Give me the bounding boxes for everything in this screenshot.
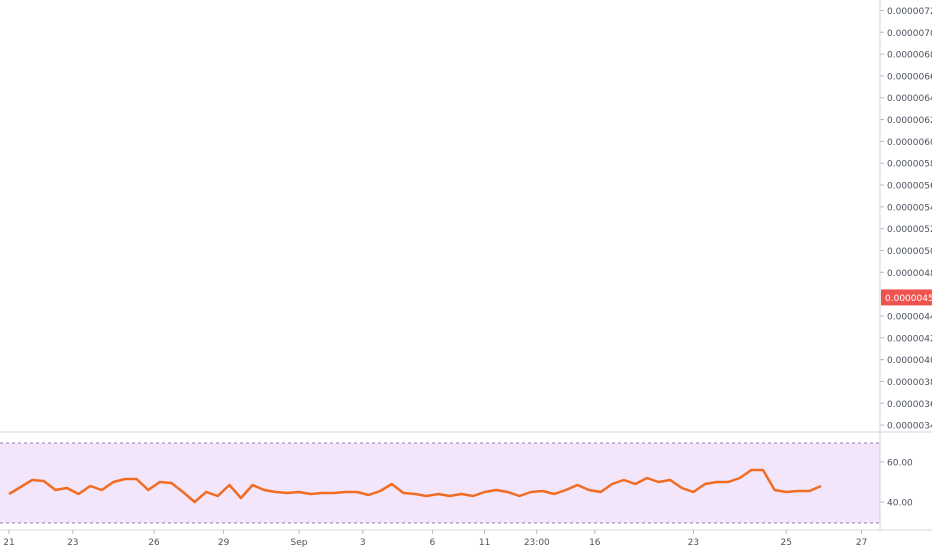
last-price-badge — [881, 289, 932, 306]
last-price-label: 0.00000457 — [885, 294, 932, 304]
time-tick-label: 23:00 — [524, 538, 550, 548]
rsi-tick-label: 60.00 — [887, 459, 913, 469]
price-tick-label: 0.00000680 — [887, 51, 932, 61]
time-tick-label: Sep — [291, 538, 308, 548]
price-pane[interactable] — [0, 0, 880, 431]
time-tick-label: 29 — [218, 538, 230, 548]
price-tick-label: 0.00000700 — [887, 29, 932, 39]
time-tick-label: 21 — [3, 538, 14, 548]
price-tick-label: 0.00000540 — [887, 203, 932, 213]
time-tick-label: 27 — [856, 538, 867, 548]
time-tick-label: 25 — [780, 538, 791, 548]
rsi-tick-label: 40.00 — [887, 499, 913, 509]
price-tick-label: 0.00000360 — [887, 400, 932, 410]
time-axis[interactable]: 21 23 26 29 Sep 3 6 11 23:00 16 23 25 27 — [3, 530, 867, 548]
time-tick-label: 26 — [148, 538, 160, 548]
price-tick-label: 0.00000640 — [887, 94, 932, 104]
price-tick-label: 0.00000620 — [887, 116, 932, 126]
price-tick-label: 0.00000440 — [887, 312, 932, 322]
time-tick-label: 6 — [430, 538, 436, 548]
time-tick-label: 23 — [67, 538, 78, 548]
rsi-line — [8, 468, 822, 504]
price-tick-label: 0.00000420 — [887, 334, 932, 344]
price-tick-label: 0.00000520 — [887, 225, 932, 235]
rsi-pane[interactable]: 60.00 40.00 — [0, 442, 913, 524]
price-tick-label: 0.00000400 — [887, 356, 932, 366]
price-pane-bg — [0, 0, 880, 431]
time-tick-label: 11 — [479, 538, 490, 548]
rsi-band — [0, 443, 880, 523]
time-tick-label: 3 — [360, 538, 366, 548]
time-tick-label: 16 — [589, 538, 601, 548]
price-tick-label: 0.00000580 — [887, 160, 932, 170]
price-tick-label: 0.00000500 — [887, 247, 932, 257]
price-axis[interactable]: 0.00000720 0.00000700 0.00000680 0.00000660… — [880, 7, 932, 432]
price-tick-label: 0.00000340 — [887, 422, 932, 432]
price-tick-label: 0.00000480 — [887, 269, 932, 279]
time-tick-label: 23 — [688, 538, 699, 548]
rsi-indicator: 60.00 40.00 — [0, 442, 913, 524]
price-tick-label: 0.00000380 — [887, 378, 932, 388]
price-tick-label: 0.00000660 — [887, 72, 932, 82]
price-tick-label: 0.00000720 — [887, 7, 932, 17]
price-tick-label: 0.00000600 — [887, 138, 932, 148]
price-tick-label: 0.00000560 — [887, 182, 932, 192]
